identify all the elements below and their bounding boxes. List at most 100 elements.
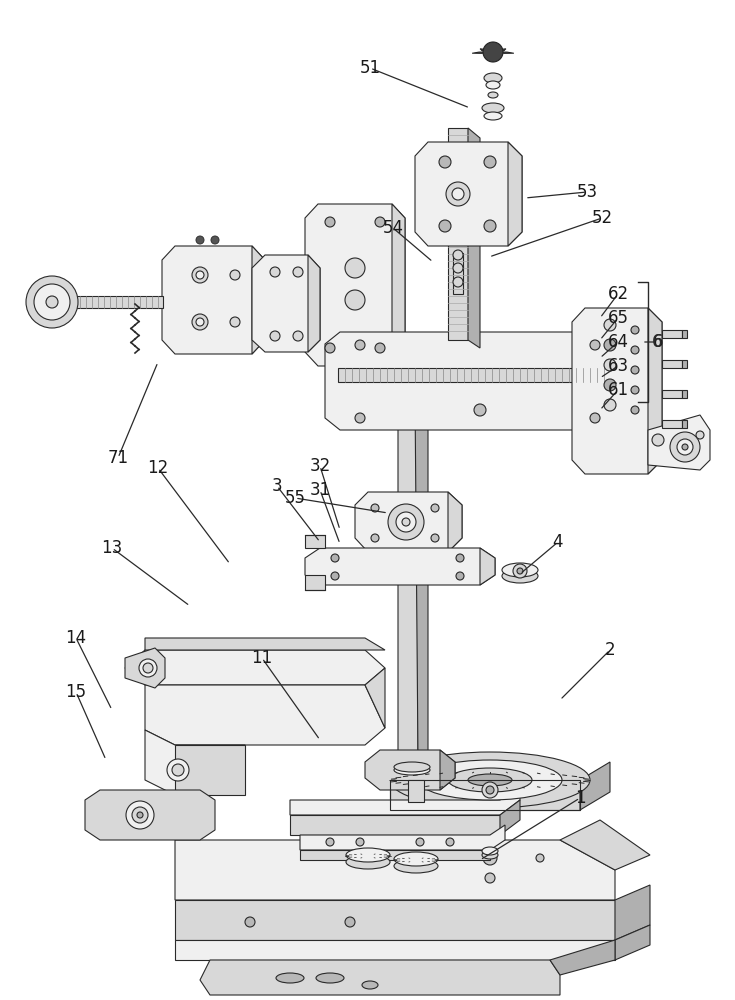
Polygon shape — [615, 925, 650, 960]
Circle shape — [452, 188, 464, 200]
Circle shape — [670, 432, 700, 462]
Circle shape — [456, 554, 464, 562]
Polygon shape — [560, 820, 650, 870]
Circle shape — [371, 504, 379, 512]
Bar — [453, 280, 463, 294]
Text: 2: 2 — [605, 641, 615, 659]
Circle shape — [196, 271, 204, 279]
Text: 52: 52 — [592, 209, 612, 227]
Polygon shape — [615, 885, 650, 940]
Circle shape — [388, 504, 424, 540]
Circle shape — [331, 572, 339, 580]
Circle shape — [485, 873, 495, 883]
Text: 12: 12 — [148, 459, 168, 477]
Ellipse shape — [484, 112, 502, 120]
Polygon shape — [500, 800, 520, 835]
Circle shape — [345, 290, 365, 310]
Ellipse shape — [488, 92, 498, 98]
Polygon shape — [355, 492, 462, 552]
Polygon shape — [648, 308, 662, 474]
Circle shape — [167, 759, 189, 781]
Polygon shape — [493, 49, 506, 52]
Bar — [662, 420, 682, 428]
Circle shape — [293, 267, 303, 277]
Circle shape — [446, 182, 470, 206]
Text: 1: 1 — [575, 789, 585, 807]
Polygon shape — [572, 308, 662, 474]
Circle shape — [631, 326, 639, 334]
Circle shape — [484, 156, 496, 168]
Circle shape — [126, 801, 154, 829]
Bar — [453, 253, 463, 267]
Circle shape — [446, 838, 454, 846]
Circle shape — [143, 663, 153, 673]
Circle shape — [590, 340, 600, 350]
Ellipse shape — [316, 973, 344, 983]
Circle shape — [439, 156, 451, 168]
Circle shape — [325, 343, 335, 353]
Ellipse shape — [276, 973, 304, 983]
Circle shape — [474, 404, 486, 416]
Circle shape — [456, 572, 464, 580]
Bar — [662, 390, 682, 398]
Polygon shape — [305, 548, 495, 585]
Ellipse shape — [394, 859, 438, 873]
Polygon shape — [610, 332, 625, 430]
Polygon shape — [125, 650, 385, 685]
Polygon shape — [325, 332, 625, 430]
Circle shape — [604, 339, 616, 351]
Circle shape — [517, 568, 523, 574]
Ellipse shape — [482, 847, 498, 855]
Circle shape — [270, 267, 280, 277]
Polygon shape — [145, 730, 245, 795]
Polygon shape — [305, 204, 405, 366]
Circle shape — [604, 399, 616, 411]
Polygon shape — [398, 395, 418, 760]
Circle shape — [211, 236, 219, 244]
Circle shape — [196, 318, 204, 326]
Ellipse shape — [394, 765, 430, 775]
Circle shape — [652, 434, 664, 446]
Text: 63: 63 — [607, 357, 628, 375]
Bar — [682, 390, 687, 398]
Circle shape — [132, 807, 148, 823]
Text: 15: 15 — [65, 683, 87, 701]
Polygon shape — [175, 745, 245, 795]
Circle shape — [453, 263, 463, 273]
Circle shape — [230, 270, 240, 280]
Text: 55: 55 — [284, 489, 306, 507]
Ellipse shape — [390, 752, 590, 808]
Ellipse shape — [394, 852, 438, 866]
Circle shape — [486, 786, 494, 794]
Circle shape — [590, 413, 600, 423]
Polygon shape — [338, 368, 612, 382]
Circle shape — [192, 267, 208, 283]
Bar — [682, 360, 687, 368]
Ellipse shape — [346, 848, 390, 862]
Polygon shape — [493, 52, 514, 53]
Circle shape — [375, 343, 385, 353]
Polygon shape — [85, 790, 215, 840]
Circle shape — [375, 217, 385, 227]
Circle shape — [482, 782, 498, 798]
Ellipse shape — [482, 851, 498, 859]
Ellipse shape — [468, 774, 512, 786]
Polygon shape — [480, 548, 495, 585]
Bar — [682, 330, 687, 338]
Polygon shape — [448, 128, 468, 340]
Ellipse shape — [362, 981, 378, 989]
Circle shape — [371, 534, 379, 542]
Circle shape — [192, 314, 208, 330]
Circle shape — [270, 331, 280, 341]
Ellipse shape — [448, 768, 532, 792]
Circle shape — [356, 838, 364, 846]
Circle shape — [345, 258, 365, 278]
Polygon shape — [550, 940, 615, 975]
Polygon shape — [308, 255, 320, 352]
Ellipse shape — [482, 103, 504, 113]
Polygon shape — [252, 255, 320, 352]
Bar — [408, 780, 424, 802]
Ellipse shape — [484, 73, 502, 83]
Circle shape — [46, 296, 58, 308]
Circle shape — [396, 512, 416, 532]
